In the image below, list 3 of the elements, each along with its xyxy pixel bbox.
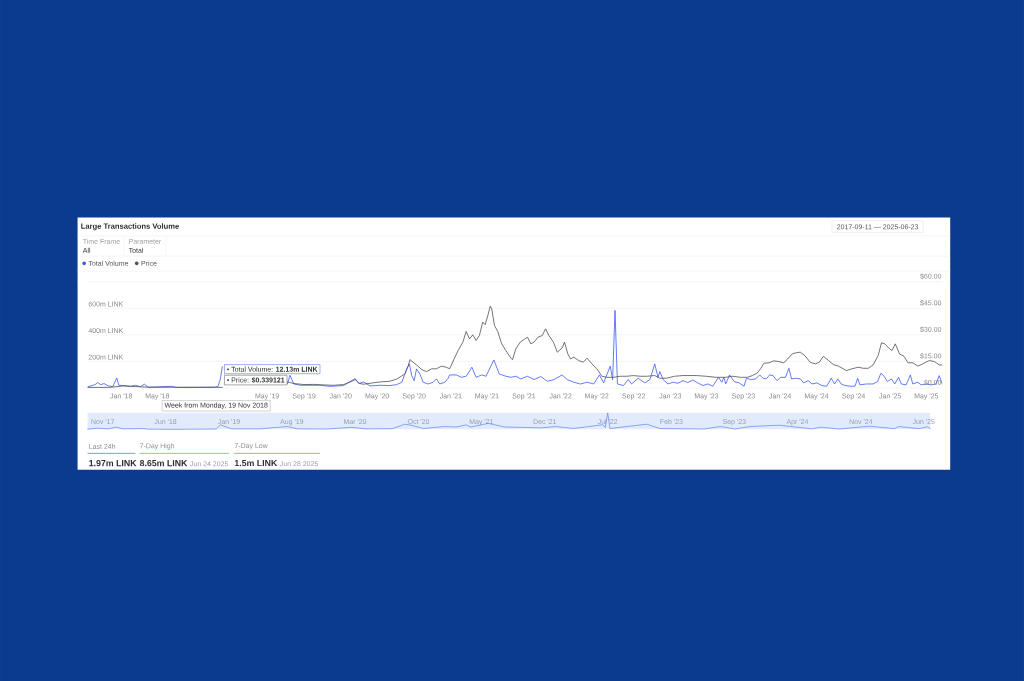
text: 8.65m LINK bbox=[139, 459, 188, 467]
text: 1.97m LINK bbox=[89, 459, 137, 467]
text: 1.5m LINK bbox=[234, 460, 278, 467]
